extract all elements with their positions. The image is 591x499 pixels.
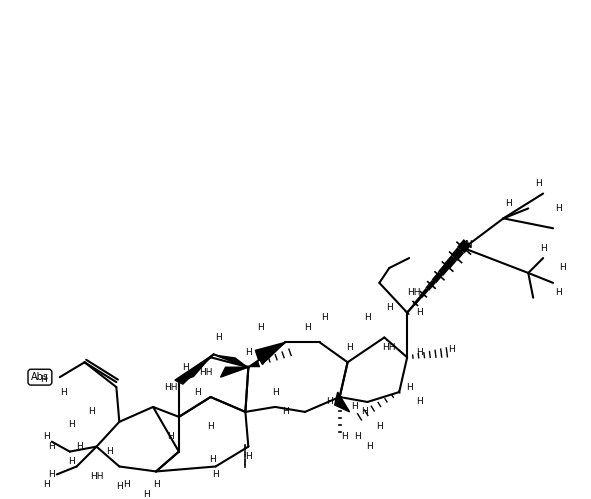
Text: H: H — [535, 179, 541, 188]
Text: H: H — [415, 308, 423, 317]
Text: H: H — [44, 432, 50, 441]
Text: H: H — [376, 422, 383, 431]
Polygon shape — [335, 392, 350, 412]
Text: H: H — [215, 333, 222, 342]
Polygon shape — [426, 280, 436, 291]
Text: H: H — [366, 442, 373, 451]
Text: H: H — [69, 457, 75, 466]
Polygon shape — [220, 367, 248, 377]
Polygon shape — [451, 247, 464, 261]
Text: H: H — [554, 288, 561, 297]
Text: H: H — [44, 480, 50, 489]
Text: H: H — [257, 323, 264, 332]
Text: H: H — [143, 490, 150, 499]
Text: H: H — [272, 388, 278, 397]
Text: H: H — [212, 470, 219, 479]
Text: HH: HH — [382, 343, 396, 352]
Text: H: H — [386, 303, 392, 312]
Polygon shape — [179, 354, 213, 382]
Text: H: H — [406, 383, 413, 392]
Text: H: H — [123, 480, 129, 489]
Text: H: H — [341, 432, 348, 441]
Polygon shape — [175, 354, 213, 384]
Polygon shape — [413, 296, 422, 306]
Text: H: H — [304, 323, 311, 332]
Text: H: H — [48, 442, 55, 451]
Polygon shape — [444, 255, 457, 268]
Polygon shape — [213, 354, 248, 367]
Text: H: H — [60, 388, 67, 397]
Text: HH: HH — [164, 383, 178, 392]
Text: H: H — [183, 363, 189, 372]
Text: H: H — [245, 452, 252, 461]
Text: H: H — [88, 407, 95, 416]
Text: H: H — [346, 343, 353, 352]
Text: H: H — [152, 480, 160, 489]
Text: H: H — [322, 313, 328, 322]
Text: H: H — [326, 398, 333, 407]
Polygon shape — [255, 342, 285, 364]
Text: H: H — [282, 407, 288, 416]
Text: H: H — [415, 398, 423, 407]
Text: H: H — [194, 388, 201, 397]
Text: H: H — [364, 313, 371, 322]
Text: H: H — [351, 402, 358, 412]
Text: H: H — [207, 422, 214, 431]
Text: H: H — [168, 432, 174, 441]
Text: H: H — [245, 348, 252, 357]
Text: Abs: Abs — [31, 372, 49, 382]
Text: H: H — [41, 375, 47, 384]
Text: H: H — [415, 348, 423, 357]
Text: H: H — [48, 470, 55, 479]
Text: H: H — [354, 432, 361, 441]
Text: H: H — [76, 442, 83, 451]
Text: H: H — [361, 407, 368, 416]
Text: H: H — [554, 204, 561, 213]
Polygon shape — [248, 342, 285, 367]
Text: H: H — [560, 263, 566, 272]
Polygon shape — [407, 304, 415, 313]
Text: H: H — [69, 420, 75, 429]
Text: H: H — [449, 345, 455, 354]
Text: HH: HH — [90, 472, 103, 481]
Text: H: H — [209, 455, 216, 464]
Text: HH: HH — [199, 368, 212, 377]
Polygon shape — [438, 263, 450, 276]
Text: H: H — [505, 199, 512, 208]
Text: N: N — [465, 240, 473, 250]
Text: HH: HH — [407, 288, 421, 297]
Text: H: H — [540, 244, 547, 252]
Polygon shape — [419, 288, 428, 298]
Polygon shape — [431, 271, 443, 283]
Text: H: H — [106, 447, 113, 456]
Text: H: H — [116, 482, 123, 491]
Polygon shape — [457, 239, 471, 253]
